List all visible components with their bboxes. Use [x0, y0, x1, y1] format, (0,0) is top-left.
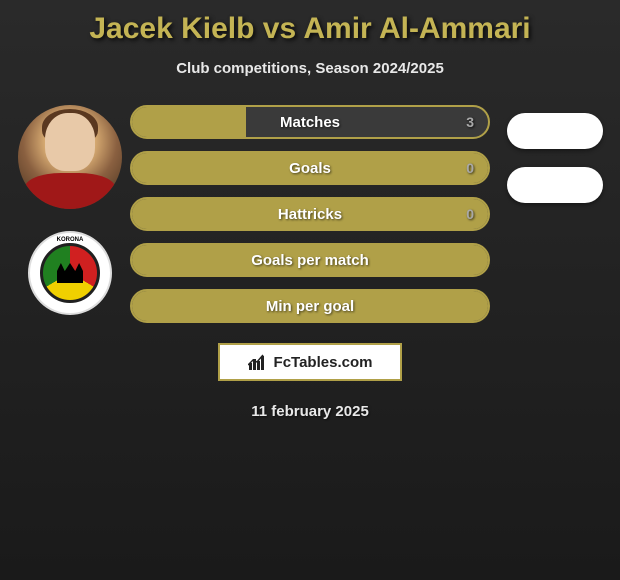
- stat-label: Matches: [280, 114, 340, 131]
- stats-column: Matches 3 Goals 0 Hattricks 0 Goals per …: [130, 105, 500, 323]
- player-shoulders: [25, 173, 115, 209]
- stat-label: Min per goal: [266, 298, 354, 315]
- right-column: [500, 105, 610, 203]
- stat-row-min-per-goal: Min per goal: [130, 289, 490, 323]
- stat-label: Goals: [289, 160, 331, 177]
- stat-row-hattricks: Hattricks 0: [130, 197, 490, 231]
- stat-value: 3: [466, 114, 474, 130]
- comparison-pill-goals: [507, 167, 603, 203]
- stat-row-goals-per-match: Goals per match: [130, 243, 490, 277]
- stat-row-goals: Goals 0: [130, 151, 490, 185]
- player-photo: [18, 105, 122, 209]
- stat-label: Hattricks: [278, 206, 342, 223]
- stat-value: 0: [466, 206, 474, 222]
- player-head: [45, 113, 95, 171]
- club-badge: KORONA: [28, 231, 112, 315]
- stat-label: Goals per match: [251, 252, 369, 269]
- content-area: KORONA Matches 3 Goals 0 Hattricks 0: [10, 105, 610, 323]
- bar-chart-icon: [248, 353, 268, 371]
- page-title: Jacek Kielb vs Amir Al-Ammari: [10, 12, 610, 46]
- footer-area: FcTables.com 11 february 2025: [10, 343, 610, 420]
- fctables-badge[interactable]: FcTables.com: [218, 343, 403, 381]
- infographic-container: Jacek Kielb vs Amir Al-Ammari Club compe…: [0, 0, 620, 430]
- left-column: KORONA: [10, 105, 130, 315]
- subtitle: Club competitions, Season 2024/2025: [10, 60, 610, 77]
- stat-row-matches: Matches 3: [130, 105, 490, 139]
- crown-icon: [57, 263, 83, 283]
- stat-fill: [132, 107, 246, 137]
- fctables-text: FcTables.com: [274, 354, 373, 371]
- stat-value: 0: [466, 160, 474, 176]
- comparison-pill-matches: [507, 113, 603, 149]
- date-text: 11 february 2025: [251, 403, 369, 420]
